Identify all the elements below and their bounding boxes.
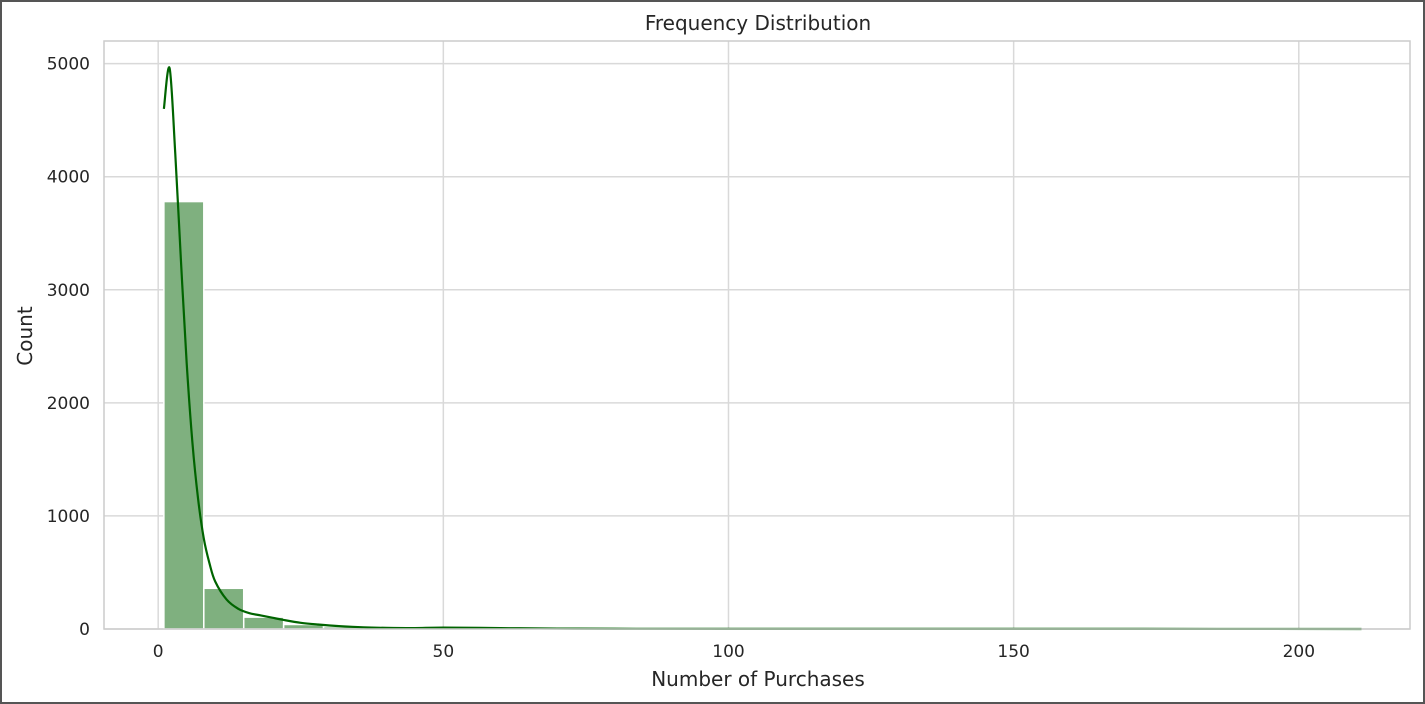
y-tick-label: 0 [79, 620, 90, 640]
y-tick-label: 3000 [47, 281, 90, 301]
y-tick-labels: 0 1000 2000 3000 4000 5000 [47, 55, 90, 640]
y-tick-label: 4000 [47, 168, 90, 188]
y-tick-label: 1000 [47, 507, 90, 527]
x-tick-label: 200 [1283, 642, 1315, 662]
kde-curve [162, 66, 1362, 631]
y-axis-label: Count [13, 306, 37, 366]
x-tick-label: 150 [997, 642, 1029, 662]
x-axis-label: Number of Purchases [651, 667, 865, 691]
x-tick-label: 0 [153, 642, 164, 662]
x-tick-label: 50 [433, 642, 455, 662]
histogram-bar [163, 200, 205, 630]
plot-area-border [103, 40, 1411, 630]
chart-title: Frequency Distribution [645, 11, 871, 35]
histogram-bars [163, 200, 1363, 630]
y-tick-label: 2000 [47, 394, 90, 414]
y-tick-label: 5000 [47, 55, 90, 75]
x-tick-label: 100 [712, 642, 744, 662]
grid-lines [104, 41, 1410, 630]
x-tick-labels: 0 50 100 150 200 [153, 642, 1315, 662]
